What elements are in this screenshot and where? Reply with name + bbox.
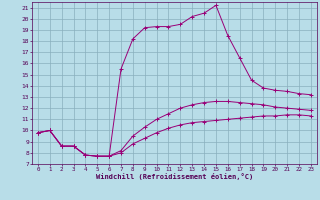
X-axis label: Windchill (Refroidissement éolien,°C): Windchill (Refroidissement éolien,°C) (96, 173, 253, 180)
